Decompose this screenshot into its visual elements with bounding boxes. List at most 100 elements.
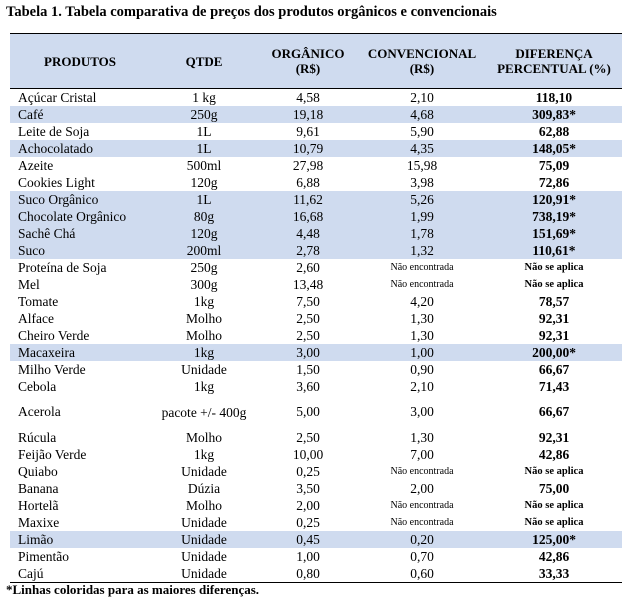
cell-convencional: 1,78 <box>410 225 434 241</box>
cell-produto: Maxixe <box>18 514 60 530</box>
table-row: Macaxeira 1kg 3,00 1,00 200,00* <box>10 344 622 361</box>
cell-diferenca: 78,57 <box>538 293 570 309</box>
cell-qtde: 300g <box>190 276 218 292</box>
cell-qtde: 80g <box>193 208 215 224</box>
cell-produto: Tomate <box>18 293 59 309</box>
table-row: Açúcar Cristal 1 kg 4,58 2,10 118,10 <box>10 89 622 107</box>
cell-organico: 11,62 <box>293 191 323 207</box>
cell-qtde: 1kg <box>193 293 215 309</box>
cell-qtde: Unidade <box>181 361 227 377</box>
cell-produto: Macaxeira <box>18 344 75 360</box>
cell-diferenca: 738,19* <box>532 208 576 224</box>
cell-organico: 2,78 <box>296 242 320 258</box>
cell-convencional: 1,99 <box>410 208 434 224</box>
cell-produto: Açúcar Cristal <box>18 89 97 105</box>
cell-organico: 1,50 <box>296 361 320 377</box>
table-row: Maxixe Unidade 0,25 Não encontrada Não se ap… <box>10 514 622 531</box>
table-row: Limão Unidade 0,45 0,20 125,00* <box>10 531 622 548</box>
cell-qtde: Unidade <box>181 531 227 547</box>
cell-produto: Feijão Verde <box>18 446 87 462</box>
cell-diferenca: 42,86 <box>538 446 570 462</box>
cell-convencional: 3,98 <box>410 174 434 190</box>
table-row: Café 250g 19,18 4,68 309,83* <box>10 106 622 123</box>
table-row: Rúcula Molho 2,50 1,30 92,31 <box>10 429 622 446</box>
header-diferenca: DIFERENÇA PERCENTUAL (%) <box>486 33 622 89</box>
cell-convencional: 4,20 <box>410 293 434 309</box>
table-row: Feijão Verde 1kg 10,00 7,00 42,86 <box>10 446 622 463</box>
cell-qtde: Molho <box>185 327 222 343</box>
cell-organico: 3,50 <box>296 480 320 496</box>
cell-qtde: 1L <box>196 191 212 207</box>
cell-organico: 0,25 <box>296 463 320 479</box>
table-row: Leite de Soja 1L 9,61 5,90 62,88 <box>10 123 622 140</box>
table-row: Tomate 1kg 7,50 4,20 78,57 <box>10 293 622 310</box>
table-row: Banana Dúzia 3,50 2,00 75,00 <box>10 480 622 497</box>
header-qtde: QTDE <box>150 33 258 89</box>
cell-qtde: 250g <box>190 259 218 275</box>
cell-convencional: 0,20 <box>410 531 434 547</box>
table-row: Chocolate Orgânico 80g 16,68 1,99 738,19* <box>10 208 622 225</box>
table-row: Sachê Chá 120g 4,48 1,78 151,69* <box>10 225 622 242</box>
cell-diferenca: 92,31 <box>538 310 570 326</box>
table-row: Suco 200ml 2,78 1,32 110,61* <box>10 242 622 259</box>
table-row: Alface Molho 2,50 1,30 92,31 <box>10 310 622 327</box>
cell-organico: 4,48 <box>296 225 320 241</box>
cell-organico: 4,58 <box>296 89 320 105</box>
cell-diferenca: 118,10 <box>535 89 573 105</box>
cell-diferenca: Não se aplica <box>524 261 584 273</box>
cell-produto: Quiabo <box>18 463 58 479</box>
cell-diferenca: Não se aplica <box>524 516 584 528</box>
cell-organico: 3,00 <box>296 344 320 360</box>
cell-produto: Leite de Soja <box>18 123 90 139</box>
cell-organico: 1,00 <box>296 548 320 564</box>
cell-convencional: 0,90 <box>410 361 434 377</box>
table-row: Cebola 1kg 3,60 2,10 71,43 <box>10 378 622 395</box>
cell-diferenca: 92,31 <box>538 429 570 445</box>
cell-organico: 2,60 <box>296 259 320 275</box>
cell-qtde: pacote +/- 400g <box>161 404 247 420</box>
table-title: Tabela 1. Tabela comparativa de preços d… <box>6 4 497 20</box>
table-row: Acerola pacote +/- 400g 5,00 3,00 66,67 <box>10 395 622 429</box>
cell-produto: Cookies Light <box>18 174 95 190</box>
cell-convencional: 1,30 <box>410 429 434 445</box>
cell-organico: 9,61 <box>296 123 320 139</box>
cell-qtde: Unidade <box>181 548 227 564</box>
cell-diferenca: Não se aplica <box>524 465 584 477</box>
cell-convencional: 0,70 <box>410 548 434 564</box>
cell-organico: 0,45 <box>296 531 320 547</box>
header-row: PRODUTOS QTDE ORGÂNICO (R$) CONVENCIONAL… <box>10 33 622 89</box>
cell-convencional: 0,60 <box>358 565 486 583</box>
cell-produto: Acerola <box>18 404 61 419</box>
cell-convencional: 2,10 <box>410 89 434 105</box>
cell-produto: Café <box>18 106 44 122</box>
table-row: Cajú Unidade 0,80 0,60 33,33 <box>10 565 622 583</box>
cell-qtde: Molho <box>185 310 222 326</box>
cell-produto: Azeite <box>18 157 54 173</box>
cell-convencional: 4,68 <box>410 106 434 122</box>
table-row: Pimentão Unidade 1,00 0,70 42,86 <box>10 548 622 565</box>
cell-diferenca: 71,43 <box>538 378 570 394</box>
cell-convencional: Não encontrada <box>390 261 454 273</box>
cell-qtde: Molho <box>185 429 222 445</box>
cell-qtde: 1L <box>196 123 212 139</box>
cell-convencional: Não encontrada <box>390 516 454 528</box>
cell-produto: Achocolatado <box>18 140 93 156</box>
table-row: Milho Verde Unidade 1,50 0,90 66,67 <box>10 361 622 378</box>
header-convencional: CONVENCIONAL (R$) <box>358 33 486 89</box>
table-row: Cookies Light 120g 6,88 3,98 72,86 <box>10 174 622 191</box>
cell-organico: 7,50 <box>296 293 320 309</box>
cell-diferenca: 125,00* <box>532 531 576 547</box>
cell-produto: Chocolate Orgânico <box>18 208 127 224</box>
cell-diferenca: 151,69* <box>532 225 576 241</box>
cell-produto: Milho Verde <box>18 361 86 377</box>
cell-diferenca: 120,91* <box>532 191 576 207</box>
cell-convencional: 1,30 <box>410 327 434 343</box>
cell-convencional: 4,35 <box>410 140 434 156</box>
table-row: Mel 300g 13,48 Não encontrada Não se aplica <box>10 276 622 293</box>
cell-produto: Limão <box>18 531 54 547</box>
table-row: Achocolatado 1L 10,79 4,35 148,05* <box>10 140 622 157</box>
cell-diferenca: 92,31 <box>538 327 570 343</box>
cell-diferenca: 72,86 <box>538 174 570 190</box>
price-comparison-table: PRODUTOS QTDE ORGÂNICO (R$) CONVENCIONAL… <box>10 33 622 583</box>
cell-organico: 16,68 <box>292 208 324 224</box>
